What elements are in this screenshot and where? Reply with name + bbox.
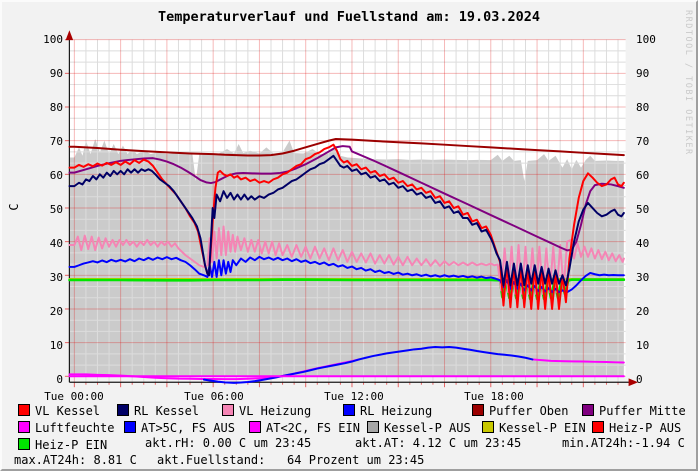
- legend-luftfeuchte-label: Luftfeuchte: [35, 421, 115, 435]
- stat-max-at24h-label: max.AT24h: 8.81 C: [14, 453, 137, 467]
- legend-luftfeuchte-swatch: [18, 421, 30, 433]
- y-tick-label-right: 50: [636, 202, 650, 216]
- legend-heiz-p-ein-swatch: [18, 438, 30, 450]
- y-tick-label-left: 40: [49, 236, 63, 250]
- chart-title: Temperaturverlauf und Fuellstand am: 19.…: [157, 9, 540, 25]
- y-tick-label-right: 20: [636, 304, 650, 318]
- y-tick-label-left: 30: [49, 270, 63, 284]
- y-tick-label-left: 60: [49, 168, 63, 182]
- legend-heiz-p-aus-label: Heiz-P AUS: [609, 421, 682, 435]
- legend-at-gt5: AT>5C, FS AUS: [124, 420, 235, 435]
- stat-akt-rh: akt.rH: 0.00 C um 23:45: [145, 437, 311, 450]
- y-tick-label-right: 70: [636, 134, 650, 148]
- x-tick-label: Tue 18:00: [464, 390, 524, 403]
- stat-min-at24h-label: min.AT24h:-1.94 C: [562, 436, 685, 450]
- legend-kessel-p-aus-swatch: [367, 421, 379, 433]
- y-tick-label-left: 20: [49, 304, 63, 318]
- legend-kessel-p-ein-swatch: [482, 421, 494, 433]
- x-tick-label: Tue 12:00: [324, 390, 384, 403]
- legend-kessel-p-ein: Kessel-P EIN: [482, 420, 586, 435]
- x-tick-label: Tue 06:00: [184, 390, 244, 403]
- legend-puffer-mitte-swatch: [582, 404, 594, 416]
- y-tick-label-left: 10: [49, 338, 63, 352]
- y-tick-label-left: 100: [43, 33, 63, 46]
- legend-rl-kessel-label: RL Kessel: [134, 404, 200, 418]
- legend-at-gt5-label: AT>5C, FS AUS: [141, 421, 235, 435]
- legend-heiz-p-aus-swatch: [592, 421, 604, 433]
- y-tick-label-right: 10: [636, 338, 650, 352]
- legend-vl-kessel-swatch: [18, 404, 30, 416]
- legend-rl-heizung-label: RL Heizung: [360, 404, 433, 418]
- stat-max-at24h: max.AT24h: 8.81 C: [14, 454, 137, 467]
- stat-akt-at: akt.AT: 4.12 C um 23:45: [355, 437, 521, 450]
- y-tick-label-right: 60: [636, 168, 650, 182]
- legend-at-lt2-swatch: [249, 421, 261, 433]
- stat-akt-at-label: akt.AT: 4.12 C um 23:45: [355, 436, 522, 450]
- legend-heiz-p-ein: Heiz-P EIN: [18, 437, 107, 452]
- stat-fuellstand-label: akt.Fuellstand: 64 Prozent um 23:45: [157, 453, 425, 467]
- legend-puffer-mitte-label: Puffer Mitte: [599, 404, 686, 418]
- legend-puffer-oben-swatch: [472, 404, 484, 416]
- legend-rl-kessel: RL Kessel: [117, 403, 199, 418]
- y-tick-label-left: 70: [49, 134, 63, 148]
- y-tick-label-left: 90: [49, 66, 63, 80]
- legend-heiz-p-ein-label: Heiz-P EIN: [35, 438, 108, 452]
- legend-heiz-p-aus: Heiz-P AUS: [592, 420, 681, 435]
- legend-rl-kessel-swatch: [117, 404, 129, 416]
- stat-fuellstand: akt.Fuellstand: 64 Prozent um 23:45: [157, 454, 424, 467]
- legend-kessel-p-aus: Kessel-P AUS: [367, 420, 471, 435]
- stat-akt-rh-label: akt.rH: 0.00 C um 23:45: [145, 436, 312, 450]
- y-tick-label-left: 80: [49, 100, 63, 114]
- y-tick-label-right: 30: [636, 270, 650, 284]
- y-tick-label-right: 100: [636, 33, 656, 46]
- legend-rl-heizung-swatch: [343, 404, 355, 416]
- stat-min-at24h: min.AT24h:-1.94 C: [562, 437, 685, 450]
- x-tick-label: Tue 00:00: [44, 390, 104, 403]
- legend-puffer-oben-label: Puffer Oben: [489, 404, 569, 418]
- legend-at-gt5-swatch: [124, 421, 136, 433]
- y-tick-label-right: 80: [636, 100, 650, 114]
- legend-puffer-mitte: Puffer Mitte: [582, 403, 686, 418]
- legend-vl-kessel: VL Kessel: [18, 403, 100, 418]
- legend-puffer-oben: Puffer Oben: [472, 403, 568, 418]
- legend-luftfeuchte: Luftfeuchte: [18, 420, 114, 435]
- legend-vl-kessel-label: VL Kessel: [35, 404, 101, 418]
- legend-rl-heizung: RL Heizung: [343, 403, 432, 418]
- y-tick-label-right: 0: [636, 372, 643, 386]
- rrdtool-watermark: RRDTOOL / TOBI OETIKER: [683, 10, 693, 156]
- legend-vl-heizung-swatch: [222, 404, 234, 416]
- y-tick-label-left: 0: [56, 372, 63, 386]
- y-tick-label-right: 90: [636, 66, 650, 80]
- legend-kessel-p-aus-label: Kessel-P AUS: [384, 421, 471, 435]
- y-tick-label-right: 40: [636, 236, 650, 250]
- legend-vl-heizung: VL Heizung: [222, 403, 311, 418]
- legend-vl-heizung-label: VL Heizung: [239, 404, 312, 418]
- legend-at-lt2: AT<2C, FS EIN: [249, 420, 360, 435]
- legend-kessel-p-ein-label: Kessel-P EIN: [499, 421, 586, 435]
- y-tick-label-left: 50: [49, 202, 63, 216]
- legend-at-lt2-label: AT<2C, FS EIN: [266, 421, 360, 435]
